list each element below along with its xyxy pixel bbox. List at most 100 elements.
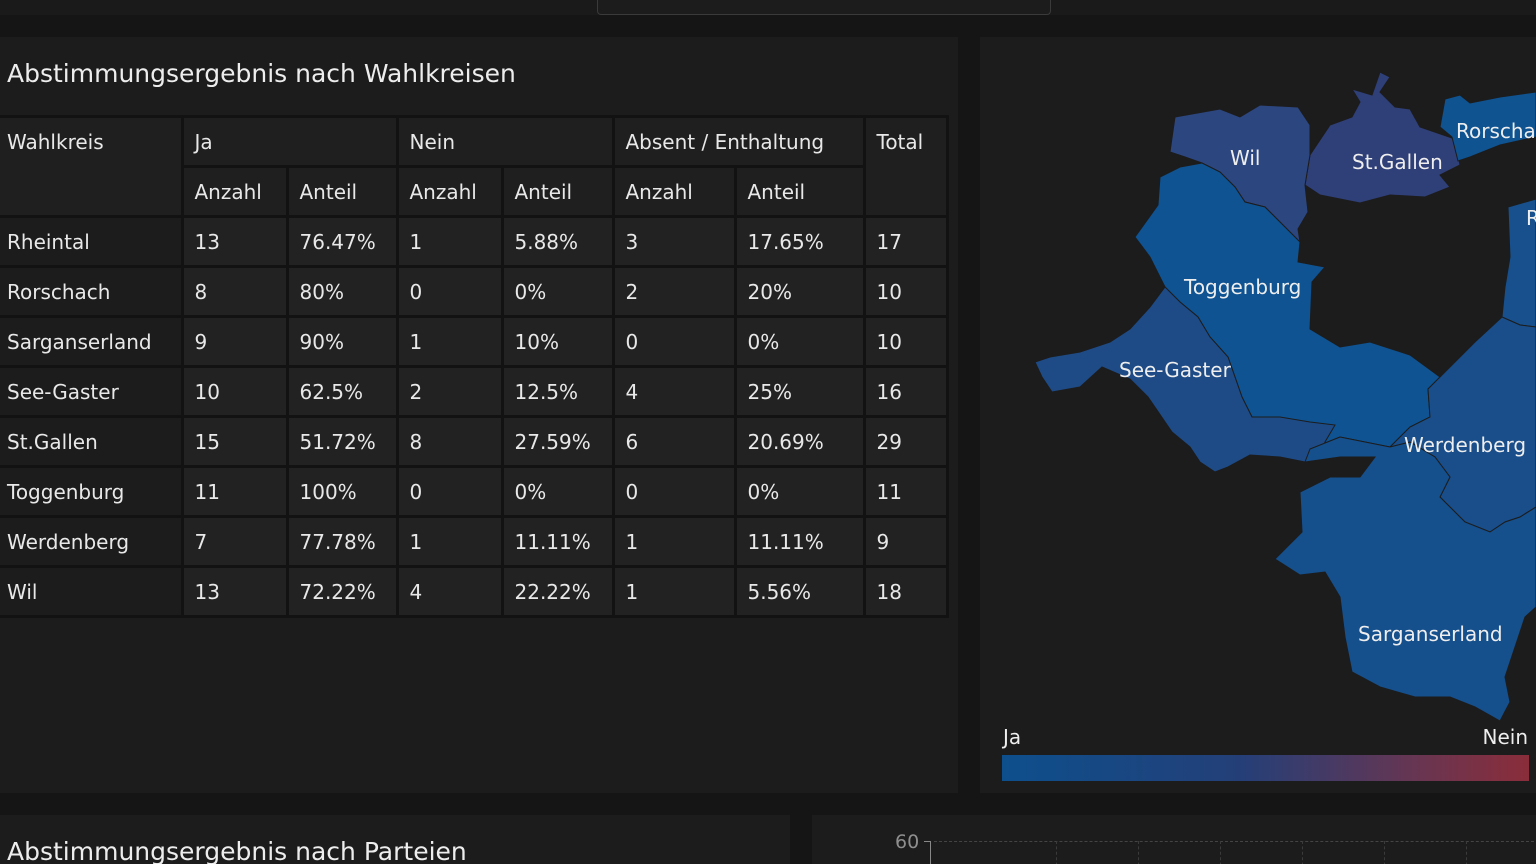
grid-line (1138, 841, 1139, 864)
header-ja-anzahl[interactable]: Anzahl (180, 165, 289, 218)
header-absent[interactable]: Absent / Enthaltung (611, 115, 866, 168)
cell-absent-anteil: 20% (733, 265, 866, 318)
cell-absent-anteil: 20.69% (733, 415, 866, 468)
map-region-rorschach[interactable] (1439, 91, 1536, 162)
cell-absent-anzahl: 6 (611, 415, 737, 468)
header-wahlkreis[interactable]: Wahlkreis (0, 115, 184, 218)
map-label-wil: Wil (1230, 146, 1260, 170)
cell-total: 29 (862, 415, 949, 468)
cell-wahlkreis: See-Gaster (0, 365, 184, 418)
header-absent-anteil[interactable]: Anteil (733, 165, 866, 218)
cell-absent-anzahl: 1 (611, 515, 737, 568)
y-axis-tick-label: 60 (895, 831, 920, 853)
top-bar (0, 0, 1536, 15)
cell-nein-anteil: 5.88% (500, 215, 615, 268)
table-row[interactable]: Wil 13 72.22% 4 22.22% 1 5.56% 18 (0, 565, 949, 618)
table-row[interactable]: Rheintal 13 76.47% 1 5.88% 3 17.65% 17 (0, 215, 949, 268)
cell-nein-anzahl: 0 (395, 465, 504, 518)
map-region-seegaster[interactable] (1034, 286, 1336, 473)
cell-nein-anteil: 27.59% (500, 415, 615, 468)
cell-ja-anzahl: 7 (180, 515, 289, 568)
cell-nein-anteil: 10% (500, 315, 615, 368)
cell-absent-anzahl: 0 (611, 465, 737, 518)
cell-ja-anteil: 80% (285, 265, 399, 318)
header-nein[interactable]: Nein (395, 115, 615, 168)
map-region-sarganserland[interactable] (1274, 436, 1536, 722)
map-region-stgallen[interactable] (1304, 71, 1461, 204)
cell-nein-anzahl: 0 (395, 265, 504, 318)
cell-total: 16 (862, 365, 949, 418)
cell-absent-anteil: 11.11% (733, 515, 866, 568)
cell-ja-anteil: 77.78% (285, 515, 399, 568)
cell-total: 9 (862, 515, 949, 568)
cell-ja-anzahl: 11 (180, 465, 289, 518)
cell-wahlkreis: Sarganserland (0, 315, 184, 368)
top-search-box[interactable] (597, 0, 1051, 15)
header-nein-anteil[interactable]: Anteil (500, 165, 615, 218)
cell-nein-anzahl: 1 (395, 215, 504, 268)
map-label-rheintal: R (1526, 206, 1536, 230)
legend-label-ja: Ja (1003, 725, 1022, 749)
results-table: Wahlkreis Ja Nein Absent / Enthaltung To… (0, 115, 949, 618)
cell-absent-anzahl: 4 (611, 365, 737, 418)
cell-ja-anzahl: 8 (180, 265, 289, 318)
cell-ja-anteil: 72.22% (285, 565, 399, 618)
map-label-seegaster: See-Gaster (1119, 358, 1232, 382)
cell-nein-anteil: 11.11% (500, 515, 615, 568)
cell-absent-anteil: 5.56% (733, 565, 866, 618)
cell-absent-anzahl: 0 (611, 315, 737, 368)
cell-absent-anteil: 0% (733, 315, 866, 368)
table-row[interactable]: See-Gaster 10 62.5% 2 12.5% 4 25% 16 (0, 365, 949, 418)
cell-ja-anteil: 76.47% (285, 215, 399, 268)
cell-wahlkreis: Toggenburg (0, 465, 184, 518)
grid-line (934, 841, 1534, 842)
cell-ja-anteil: 90% (285, 315, 399, 368)
header-ja[interactable]: Ja (180, 115, 399, 168)
map-label-toggenburg: Toggenburg (1183, 275, 1301, 299)
grid-line (1466, 841, 1467, 864)
grid-line (1384, 841, 1385, 864)
color-legend-bar (1002, 755, 1529, 781)
header-nein-anzahl[interactable]: Anzahl (395, 165, 504, 218)
header-total[interactable]: Total (862, 115, 949, 218)
cell-absent-anteil: 0% (733, 465, 866, 518)
cell-total: 10 (862, 315, 949, 368)
table-row[interactable]: Werdenberg 7 77.78% 1 11.11% 1 11.11% 9 (0, 515, 949, 568)
cell-ja-anteil: 51.72% (285, 415, 399, 468)
table-row[interactable]: Sarganserland 9 90% 1 10% 0 0% 10 (0, 315, 949, 368)
grid-line (1220, 841, 1221, 864)
cell-nein-anzahl: 2 (395, 365, 504, 418)
cell-absent-anzahl: 3 (611, 215, 737, 268)
cell-nein-anteil: 0% (500, 265, 615, 318)
cell-nein-anteil: 22.22% (500, 565, 615, 618)
cell-ja-anteil: 100% (285, 465, 399, 518)
cell-wahlkreis: St.Gallen (0, 415, 184, 468)
cell-absent-anteil: 25% (733, 365, 866, 418)
cell-nein-anzahl: 8 (395, 415, 504, 468)
table-row[interactable]: Toggenburg 11 100% 0 0% 0 0% 11 (0, 465, 949, 518)
table-row[interactable]: St.Gallen 15 51.72% 8 27.59% 6 20.69% 29 (0, 415, 949, 468)
panel-title: Abstimmungsergebnis nach Wahlkreisen (7, 59, 516, 88)
cell-total: 18 (862, 565, 949, 618)
cell-ja-anzahl: 9 (180, 315, 289, 368)
cell-total: 10 (862, 265, 949, 318)
table-row[interactable]: Rorschach 8 80% 0 0% 2 20% 10 (0, 265, 949, 318)
cell-absent-anzahl: 1 (611, 565, 737, 618)
header-absent-anzahl[interactable]: Anzahl (611, 165, 737, 218)
cell-ja-anzahl: 15 (180, 415, 289, 468)
cell-absent-anzahl: 2 (611, 265, 737, 318)
cell-nein-anteil: 12.5% (500, 365, 615, 418)
map-panel: Wil St.Gallen Rorscha R Toggenburg See-G… (980, 37, 1536, 793)
cell-ja-anzahl: 13 (180, 565, 289, 618)
results-by-district-panel: Abstimmungsergebnis nach Wahlkreisen Wah… (0, 37, 958, 793)
cell-ja-anzahl: 10 (180, 365, 289, 418)
grid-line (1056, 841, 1057, 864)
cell-total: 17 (862, 215, 949, 268)
cell-wahlkreis: Rorschach (0, 265, 184, 318)
district-map: Wil St.Gallen Rorscha R Toggenburg See-G… (1034, 71, 1536, 722)
header-ja-anteil[interactable]: Anteil (285, 165, 399, 218)
map-label-stgallen: St.Gallen (1352, 150, 1443, 174)
cell-nein-anzahl: 1 (395, 315, 504, 368)
cell-nein-anzahl: 4 (395, 565, 504, 618)
chart-panel: 60 (812, 815, 1536, 864)
